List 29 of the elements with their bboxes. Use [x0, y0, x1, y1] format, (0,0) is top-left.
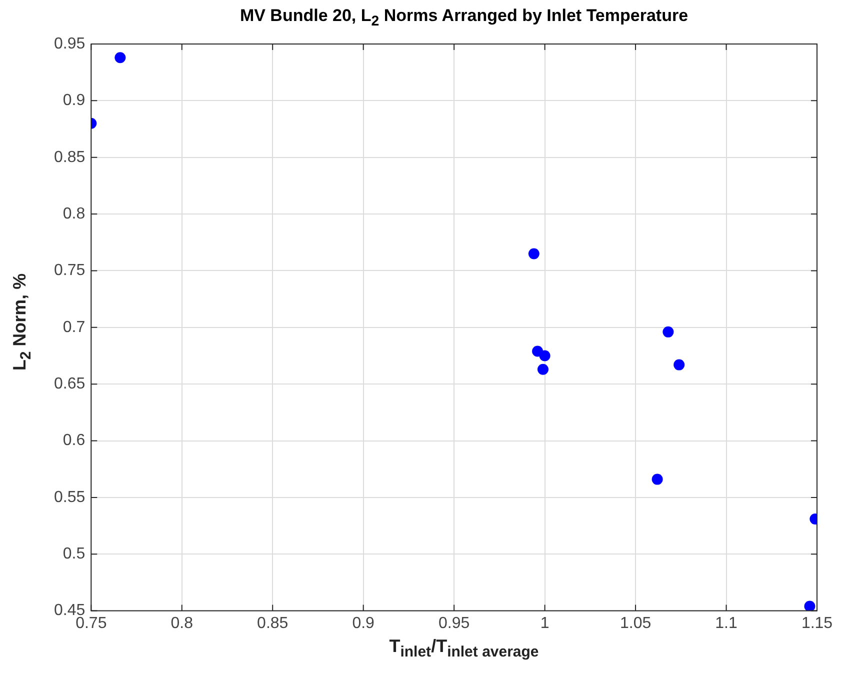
y-tick-label: 0.65 — [54, 375, 86, 392]
x-tick-label: 1.15 — [801, 614, 833, 632]
x-tick-label: 1 — [540, 614, 550, 632]
point — [537, 364, 548, 375]
y-tick-label: 0.6 — [62, 432, 86, 450]
point — [528, 248, 540, 260]
x-tick-label: 1.1 — [715, 614, 738, 632]
y-tick-label: 0.95 — [54, 35, 86, 52]
x-tick-label: 1.05 — [620, 614, 652, 632]
y-tick-label: 0.9 — [62, 92, 86, 110]
point — [662, 326, 674, 338]
x-tick-label: 0.9 — [352, 614, 375, 632]
chart-title: MV Bundle 20, L$_{2}$ Norms Arranged by Inlet Temperature — [238, 6, 690, 30]
x-axis-title: T$_{inlet}$/T$_{inlet average}$ — [388, 636, 540, 661]
x-tick-label: 0.75 — [76, 614, 107, 632]
y-tick-label: 0.75 — [54, 262, 86, 280]
point — [804, 600, 816, 611]
point — [539, 350, 550, 362]
point — [674, 359, 685, 370]
y-tick-label: 0.8 — [62, 205, 86, 222]
y-tick-label: 0.55 — [54, 488, 86, 506]
x-tick-label: 0.8 — [170, 614, 194, 632]
x-tick-label: 0.95 — [438, 614, 470, 632]
x-tick-label: 0.85 — [257, 614, 288, 632]
point — [114, 52, 126, 64]
y-tick-label: 0.7 — [62, 318, 86, 336]
y-tick-label: 0.85 — [54, 148, 86, 166]
y-tick-label: 0.5 — [62, 546, 86, 563]
point — [652, 474, 663, 485]
